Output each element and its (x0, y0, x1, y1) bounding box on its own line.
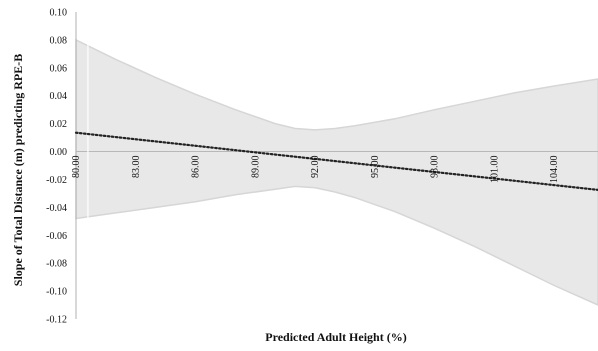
x-tick-label: 104.00 (549, 156, 560, 184)
y-tick-label: 0.02 (50, 119, 68, 130)
x-tick-label: 92.00 (310, 156, 321, 179)
y-tick-label: -0.04 (46, 203, 67, 214)
y-tick-label: 0.08 (50, 35, 68, 46)
x-tick-label: 89.00 (250, 156, 261, 179)
y-tick-label: 0.00 (50, 147, 68, 158)
y-axis-title: Slope of Total Distance (m) predicting R… (11, 54, 25, 286)
axis-layer (75, 12, 598, 319)
x-tick-label: 80.00 (71, 156, 82, 179)
confidence-band (75, 38, 598, 306)
series-layer (74, 131, 598, 191)
x-tick-label: 83.00 (131, 156, 142, 179)
y-tick-label: -0.12 (46, 315, 67, 326)
x-tick-label: 101.00 (489, 156, 500, 184)
x-tick-label: 86.00 (191, 156, 202, 179)
x-tick-label: 95.00 (370, 156, 381, 179)
tick-label-layer: 0.10 0.08 0.06 0.04 0.02 0.00 -0.02 -0.04 -0.06 -… (46, 8, 560, 326)
confidence-band-layer (75, 38, 598, 306)
regression-line (74, 131, 598, 191)
x-tick-label: 98.00 (430, 156, 441, 179)
x-axis-title: Predicted Adult Height (%) (265, 330, 406, 344)
y-tick-label: 0.06 (50, 63, 68, 74)
y-tick-label: -0.10 (46, 287, 67, 298)
y-tick-label: -0.08 (46, 259, 67, 270)
y-tick-label: 0.04 (50, 91, 68, 102)
y-tick-label: 0.10 (50, 8, 68, 19)
y-tick-label: -0.06 (46, 231, 67, 242)
y-tick-label: -0.02 (46, 175, 67, 186)
